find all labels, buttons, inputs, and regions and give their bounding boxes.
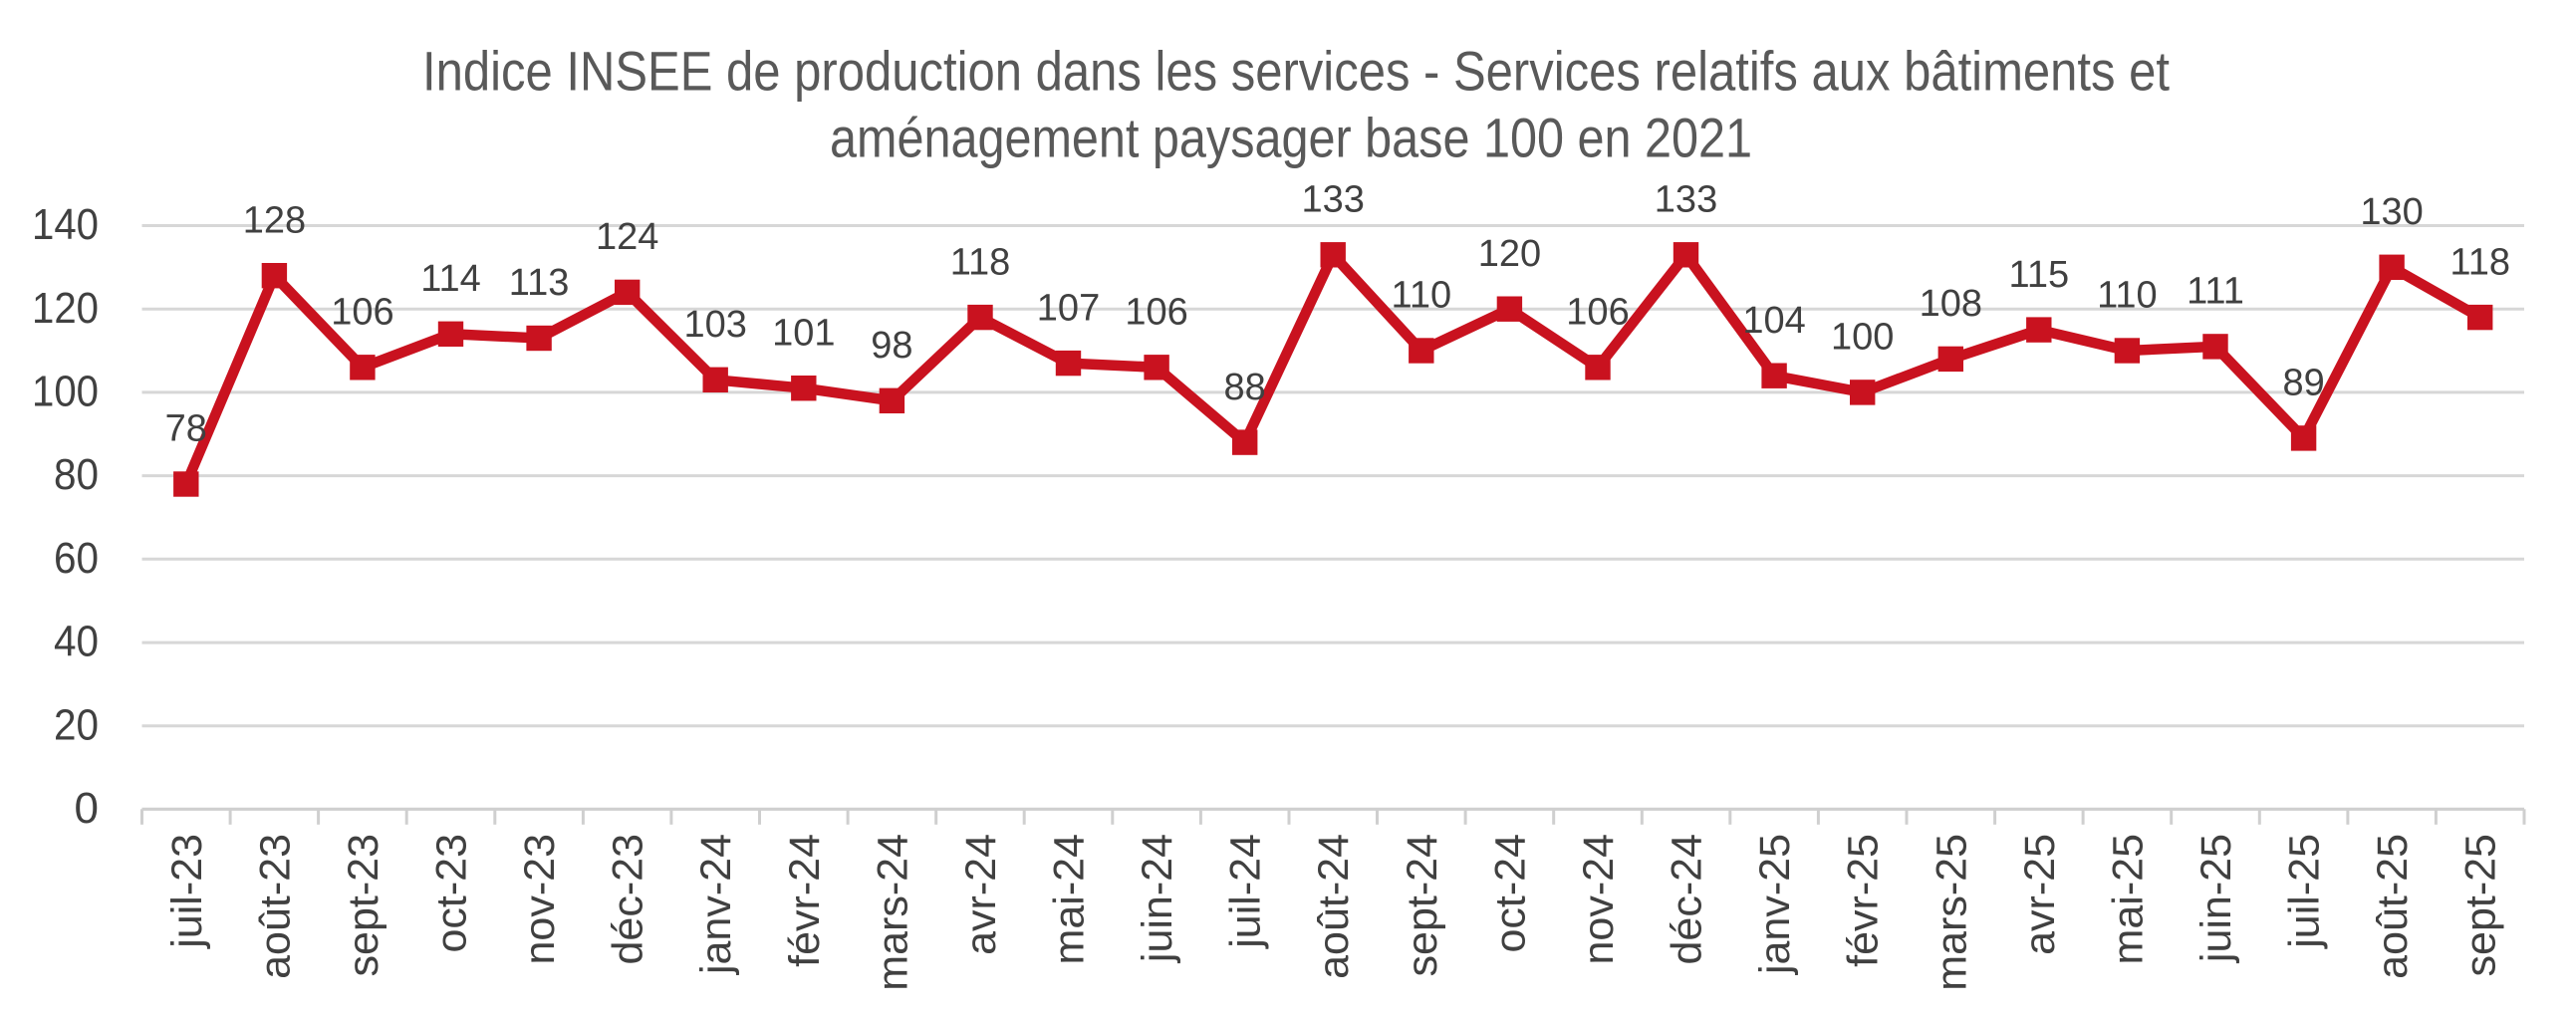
svg-text:mai-24: mai-24: [1046, 834, 1094, 964]
svg-text:oct-24: oct-24: [1486, 834, 1534, 953]
svg-text:oct-23: oct-23: [428, 834, 476, 953]
svg-text:janv-24: janv-24: [692, 834, 740, 976]
svg-text:130: 130: [2360, 191, 2423, 233]
svg-text:août-23: août-23: [251, 834, 299, 979]
svg-text:aménagement paysager base 100: aménagement paysager base 100 en 2021: [830, 107, 1752, 169]
svg-text:40: 40: [54, 618, 99, 666]
svg-text:114: 114: [420, 258, 481, 300]
svg-text:118: 118: [950, 241, 1011, 283]
svg-text:88: 88: [1224, 367, 1266, 408]
svg-text:60: 60: [54, 534, 99, 583]
svg-text:févr-25: févr-25: [1840, 834, 1888, 967]
svg-text:133: 133: [1301, 179, 1364, 221]
svg-text:104: 104: [1742, 300, 1805, 342]
svg-text:déc-24: déc-24: [1664, 834, 1711, 964]
svg-text:106: 106: [1566, 292, 1629, 334]
svg-text:100: 100: [1831, 317, 1894, 359]
svg-text:sept-23: sept-23: [340, 834, 387, 976]
svg-text:78: 78: [165, 408, 207, 450]
svg-text:nov-24: nov-24: [1575, 834, 1623, 964]
svg-text:118: 118: [2449, 241, 2510, 283]
svg-text:128: 128: [243, 199, 306, 241]
svg-text:124: 124: [596, 216, 658, 258]
svg-text:106: 106: [331, 292, 393, 334]
svg-text:août-24: août-24: [1310, 834, 1358, 979]
svg-text:juil-24: juil-24: [1222, 834, 1270, 950]
svg-text:févr-24: févr-24: [781, 834, 829, 967]
svg-text:107: 107: [1037, 287, 1100, 329]
svg-text:mars-25: mars-25: [1928, 834, 1975, 991]
svg-text:0: 0: [75, 784, 99, 833]
svg-text:103: 103: [683, 304, 746, 346]
svg-text:106: 106: [1125, 292, 1187, 334]
svg-text:140: 140: [32, 200, 99, 249]
svg-text:juin-24: juin-24: [1134, 834, 1181, 964]
svg-text:juin-25: juin-25: [2192, 834, 2240, 964]
svg-text:120: 120: [32, 284, 99, 333]
svg-text:115: 115: [2009, 254, 2070, 296]
svg-text:sept-24: sept-24: [1399, 834, 1446, 976]
svg-text:Indice INSEE de production dan: Indice INSEE de production dans les serv…: [422, 40, 2170, 103]
svg-text:20: 20: [54, 700, 99, 749]
svg-text:janv-25: janv-25: [1751, 834, 1799, 976]
svg-text:80: 80: [54, 450, 99, 499]
svg-text:mars-24: mars-24: [869, 834, 916, 991]
svg-text:110: 110: [1392, 275, 1452, 317]
svg-text:98: 98: [871, 325, 912, 367]
svg-text:juil-25: juil-25: [2281, 834, 2329, 950]
svg-text:120: 120: [1478, 233, 1541, 275]
svg-text:113: 113: [509, 262, 570, 304]
svg-text:89: 89: [2282, 363, 2324, 404]
svg-text:juil-23: juil-23: [163, 834, 211, 950]
svg-text:avr-25: avr-25: [2016, 834, 2064, 955]
svg-text:mai-25: mai-25: [2104, 834, 2152, 964]
svg-text:déc-23: déc-23: [605, 834, 652, 964]
svg-text:101: 101: [772, 312, 835, 354]
svg-text:août-25: août-25: [2369, 834, 2417, 979]
svg-text:nov-23: nov-23: [516, 834, 564, 964]
svg-text:108: 108: [1920, 283, 1982, 325]
svg-text:111: 111: [2187, 271, 2244, 313]
svg-text:100: 100: [32, 368, 99, 416]
svg-text:110: 110: [2097, 275, 2158, 317]
svg-text:sept-25: sept-25: [2457, 834, 2505, 976]
svg-text:avr-24: avr-24: [957, 834, 1005, 955]
svg-text:133: 133: [1655, 179, 1717, 221]
